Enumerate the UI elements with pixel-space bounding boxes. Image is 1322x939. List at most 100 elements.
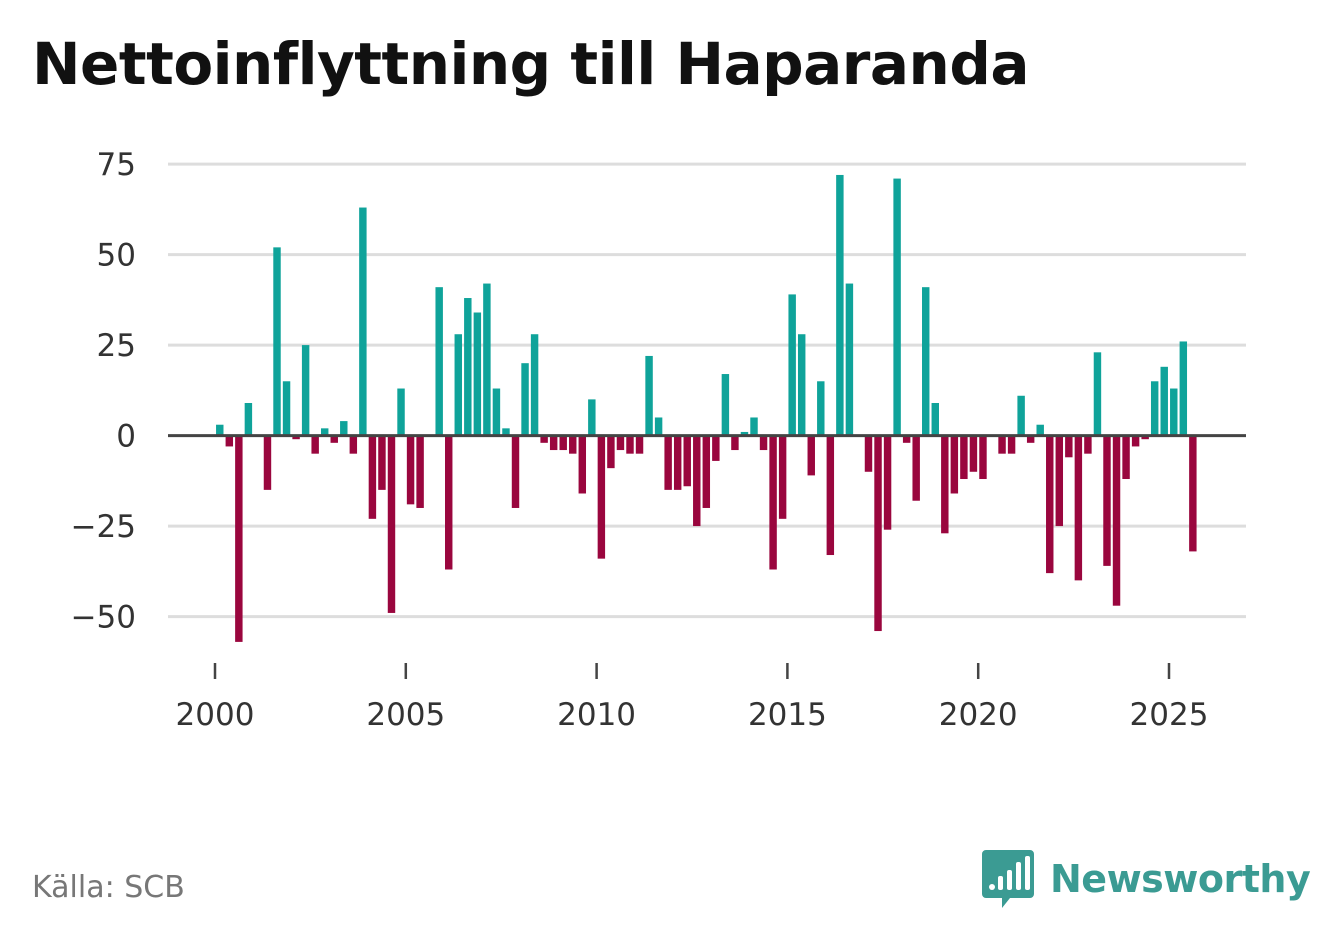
bar bbox=[607, 435, 615, 469]
bar bbox=[301, 345, 310, 436]
brand-name: Newsworthy bbox=[1050, 857, 1311, 901]
bar-chart: 75 50 25 0 −25 −50 2000 2005 2010 2015 2020 2025 bbox=[71, 147, 1246, 733]
bar bbox=[330, 435, 338, 443]
bar bbox=[435, 287, 443, 436]
bar bbox=[263, 435, 272, 490]
bar bbox=[559, 435, 567, 451]
bar bbox=[712, 435, 720, 461]
y-axis-tick-labels: 75 50 25 0 −25 −50 bbox=[71, 147, 136, 635]
x-tick-label: 2020 bbox=[939, 697, 1018, 733]
source-label: Källa: SCB bbox=[32, 870, 185, 905]
bar bbox=[626, 435, 634, 454]
bar bbox=[492, 388, 501, 436]
x-tick-label: 2015 bbox=[748, 697, 827, 733]
bar bbox=[922, 287, 930, 436]
bar bbox=[368, 435, 377, 519]
bar bbox=[960, 435, 968, 480]
bar bbox=[502, 428, 510, 436]
bar bbox=[807, 435, 815, 476]
bar bbox=[874, 435, 882, 632]
bar bbox=[941, 435, 949, 534]
bar bbox=[616, 435, 625, 451]
bar bbox=[1150, 381, 1159, 436]
bar bbox=[979, 435, 987, 480]
bar bbox=[464, 298, 472, 436]
bar bbox=[578, 435, 587, 494]
x-tick-label: 2000 bbox=[176, 697, 255, 733]
bar bbox=[454, 334, 462, 436]
bar bbox=[244, 403, 253, 436]
bar bbox=[273, 247, 281, 436]
bar bbox=[1179, 341, 1188, 436]
bar bbox=[397, 388, 405, 436]
y-tick-label: 75 bbox=[97, 147, 136, 183]
bar bbox=[817, 381, 825, 436]
bar bbox=[1026, 435, 1035, 443]
bar bbox=[473, 312, 482, 436]
bar bbox=[1074, 435, 1083, 581]
bar bbox=[1093, 352, 1102, 436]
bar bbox=[673, 435, 682, 490]
x-tick-label: 2005 bbox=[366, 697, 445, 733]
bar bbox=[778, 435, 787, 519]
bar bbox=[683, 435, 691, 487]
bar bbox=[883, 435, 892, 530]
bar bbox=[359, 207, 367, 436]
y-tick-label: −50 bbox=[71, 600, 136, 636]
bar bbox=[1112, 435, 1121, 606]
bar bbox=[340, 421, 348, 436]
bar bbox=[588, 399, 596, 436]
bar bbox=[387, 435, 396, 613]
bar bbox=[349, 435, 358, 454]
bar bbox=[320, 428, 329, 436]
bar bbox=[597, 435, 606, 559]
bar bbox=[1007, 435, 1016, 454]
bar bbox=[740, 431, 749, 436]
bar bbox=[416, 435, 424, 508]
bar bbox=[1170, 388, 1178, 436]
gridlines bbox=[168, 162, 1246, 619]
bar bbox=[549, 435, 558, 451]
bar bbox=[378, 435, 386, 490]
bar bbox=[311, 435, 319, 454]
bar bbox=[1055, 435, 1064, 527]
bar bbox=[635, 435, 644, 454]
bar bbox=[912, 435, 920, 501]
bar bbox=[826, 435, 835, 556]
bar bbox=[845, 283, 854, 436]
bar bbox=[540, 435, 548, 443]
bar bbox=[902, 435, 911, 443]
bar bbox=[702, 435, 711, 508]
bar bbox=[969, 435, 978, 472]
bar bbox=[511, 435, 520, 508]
bar bbox=[1084, 435, 1092, 454]
newsworthy-logo: Newsworthy bbox=[980, 848, 1311, 910]
bar bbox=[406, 435, 415, 505]
bar bbox=[1131, 435, 1140, 447]
bar bbox=[998, 435, 1006, 454]
chart-title: Nettoinflyttning till Haparanda bbox=[32, 30, 1029, 98]
bar bbox=[797, 334, 806, 436]
bar bbox=[1122, 435, 1130, 480]
bar bbox=[731, 435, 739, 451]
bar bbox=[893, 178, 901, 436]
x-tick-label: 2010 bbox=[557, 697, 636, 733]
bar bbox=[836, 174, 844, 436]
x-tick-label: 2025 bbox=[1130, 697, 1209, 733]
bar bbox=[1189, 435, 1197, 552]
bar bbox=[1103, 435, 1111, 566]
y-tick-label: −25 bbox=[71, 509, 136, 545]
bar bbox=[483, 283, 491, 436]
y-tick-label: 50 bbox=[97, 238, 136, 274]
bar bbox=[750, 417, 758, 436]
bar bbox=[1160, 366, 1168, 436]
bar bbox=[864, 435, 873, 472]
bar bbox=[445, 435, 453, 570]
bar bbox=[721, 374, 730, 436]
bar bbox=[788, 294, 796, 436]
bar bbox=[1065, 435, 1073, 458]
bar bbox=[693, 435, 701, 527]
bar bbox=[759, 435, 768, 451]
bar bbox=[225, 435, 234, 447]
bar bbox=[950, 435, 959, 494]
